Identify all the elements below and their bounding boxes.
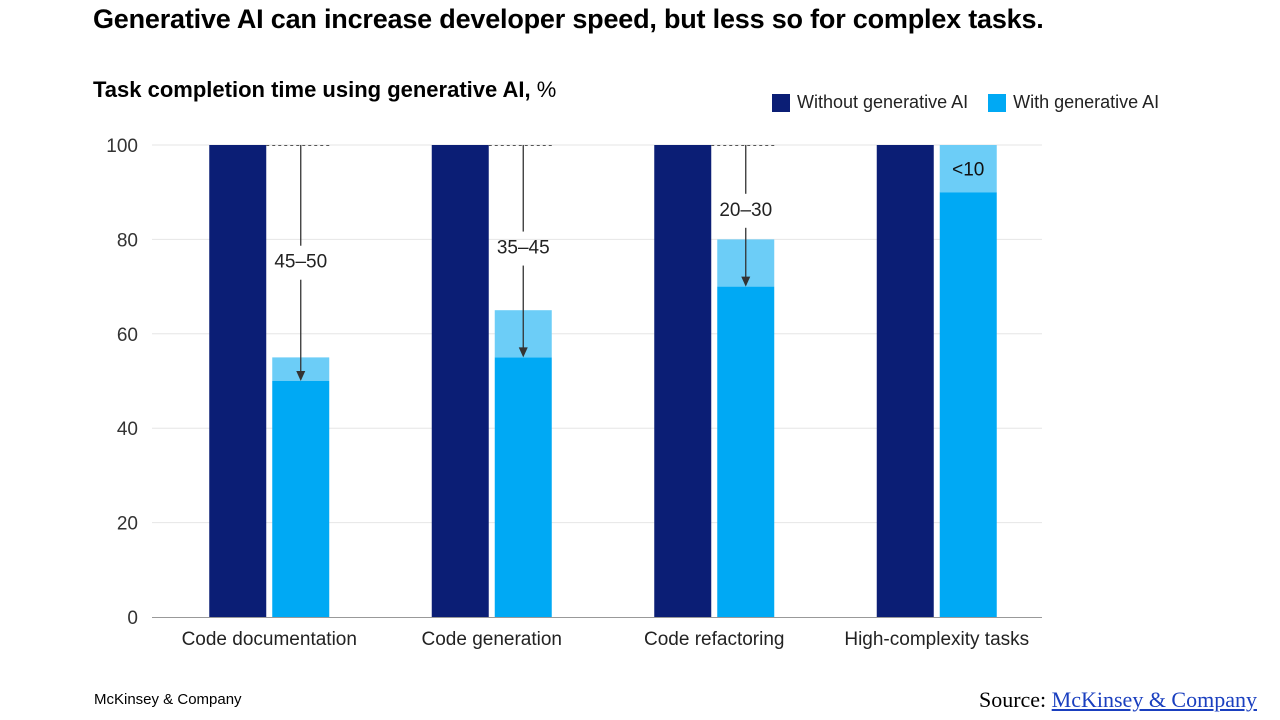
y-tick-label: 0: [127, 608, 138, 629]
y-tick-label: 60: [117, 325, 138, 346]
bar-with-generative-ai-range: [939, 145, 997, 193]
legend-item-without: Without generative AI: [772, 92, 968, 113]
bar-without-generative-ai: [876, 145, 934, 617]
source-prefix: Source:: [978, 687, 1047, 712]
legend-swatch-without: [772, 93, 790, 112]
x-category-label: Code documentation: [182, 629, 357, 650]
chart-title: Task completion time using generative AI…: [93, 77, 556, 103]
source-note: Source: McKinsey & Company: [979, 687, 1257, 713]
legend-label-without: Without generative AI: [797, 92, 969, 112]
reduction-arrowhead: [518, 347, 528, 358]
y-tick-label: 40: [117, 419, 138, 440]
legend-label-with: With generative AI: [1013, 92, 1160, 112]
bar-without-generative-ai: [209, 145, 267, 617]
reduction-label: <10: [952, 160, 984, 181]
bar-without-generative-ai: [431, 145, 489, 617]
source-link[interactable]: McKinsey & Company: [1051, 687, 1257, 712]
chart-title-text: Task completion time using generative AI…: [93, 77, 531, 102]
bar-with-generative-ai: [272, 381, 330, 617]
bar-with-generative-ai: [939, 192, 997, 617]
reduction-label: 20–30: [719, 200, 772, 221]
y-tick-label: 100: [106, 136, 138, 157]
headline: Generative AI can increase developer spe…: [93, 4, 1044, 34]
x-category-label: Code generation: [422, 629, 563, 650]
legend: Without generative AI With generative AI: [772, 92, 1179, 113]
reduction-arrowhead: [296, 371, 306, 381]
bar-without-generative-ai: [654, 145, 712, 617]
bar-with-generative-ai: [717, 286, 775, 617]
legend-swatch-with: [988, 93, 1007, 112]
footer-brand: McKinsey & Company: [94, 691, 242, 708]
bar-with-generative-ai: [494, 357, 552, 617]
y-tick-label: 20: [117, 514, 138, 535]
chart-title-unit: %: [536, 77, 557, 102]
reduction-label: 45–50: [274, 252, 327, 273]
legend-item-with: With generative AI: [988, 92, 1159, 113]
x-category-label: High-complexity tasks: [844, 629, 1029, 650]
x-category-label: Code refactoring: [644, 629, 784, 650]
reduction-arrowhead: [741, 276, 751, 287]
reduction-label: 35–45: [497, 238, 550, 259]
y-tick-label: 80: [117, 230, 138, 251]
